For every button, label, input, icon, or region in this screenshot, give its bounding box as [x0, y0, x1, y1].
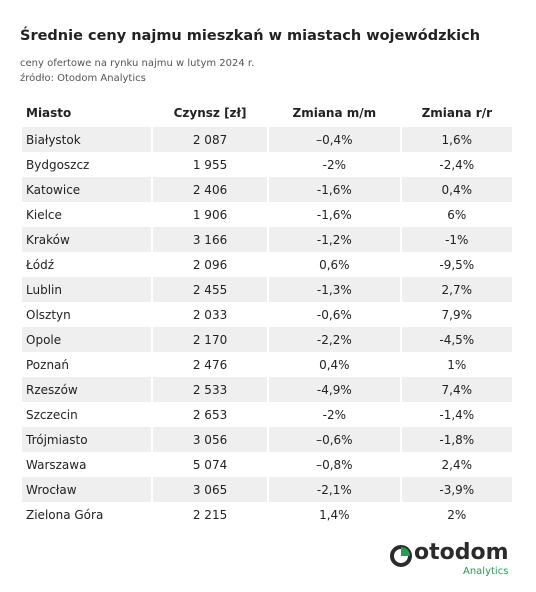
- table-cell: 2 087: [153, 127, 268, 152]
- table-row: Zielona Góra 2 215 1,4% 2%: [22, 502, 512, 527]
- table-row: Opole 2 170 -2,2% -4,5%: [22, 327, 512, 352]
- table-row: Kielce 1 906 -1,6% 6%: [22, 202, 512, 227]
- table-cell: –0,4%: [269, 127, 400, 152]
- table-cell: -2%: [322, 407, 347, 422]
- table-cell: Szczecin: [26, 407, 78, 422]
- table-cell: Warszawa: [26, 457, 87, 472]
- table-cell: 3 056: [153, 427, 268, 452]
- table-cell: -3,9%: [401, 477, 512, 502]
- table-cell: Wrocław: [22, 477, 151, 502]
- table-cell: 0,6%: [319, 257, 350, 272]
- table-row: Lublin 2 455 -1,3% 2,7%: [22, 277, 512, 302]
- table-cell: Kraków: [22, 227, 151, 252]
- table-cell: -1%: [401, 227, 512, 252]
- table-cell: -2,4%: [439, 157, 475, 172]
- table-cell: 2%: [447, 507, 467, 522]
- source: źródło: Otodom Analytics: [20, 73, 146, 84]
- table-cell: Opole: [22, 327, 151, 352]
- table-cell: -2%: [322, 157, 347, 172]
- table-cell: 2 455: [153, 277, 268, 302]
- table-row: Bydgoszcz 1 955 -2% -2,4%: [22, 152, 512, 177]
- table-cell: 6%: [447, 207, 467, 222]
- table-cell: Zielona Góra: [26, 507, 104, 522]
- table-cell: Białystok: [22, 127, 151, 152]
- table-cell: 2 476: [192, 357, 228, 372]
- table-cell: 1 955: [192, 157, 228, 172]
- table-row: Szczecin 2 653 -2% -1,4%: [22, 402, 512, 427]
- table-cell: -1,6%: [269, 177, 400, 202]
- table-row: Warszawa 5 074 –0,8% 2,4%: [22, 452, 512, 477]
- table-cell: 2 653: [192, 407, 228, 422]
- table-cell: 2,4%: [441, 457, 473, 472]
- table-row: Kraków 3 166 -1,2% -1%: [22, 227, 512, 252]
- table-row: Wrocław 3 065 -2,1% -3,9%: [22, 477, 512, 502]
- column-header: Miasto: [26, 106, 72, 120]
- column-header: Zmiana m/m: [292, 106, 377, 120]
- table-cell: -4,5%: [401, 327, 512, 352]
- table-row: Trójmiasto 3 056 –0,6% -1,8%: [22, 427, 512, 452]
- table-cell: Olsztyn: [26, 307, 71, 322]
- table-cell: 0,4%: [401, 177, 512, 202]
- table-cell: Bydgoszcz: [26, 157, 90, 172]
- table-cell: 5 074: [192, 457, 228, 472]
- table-cell: -1,8%: [401, 427, 512, 452]
- table-cell: 2 033: [192, 307, 228, 322]
- table-cell: -4,9%: [269, 377, 400, 402]
- table-row: Olsztyn 2 033 -0,6% 7,9%: [22, 302, 512, 327]
- table-cell: 2 096: [192, 257, 228, 272]
- table-cell: -1,3%: [269, 277, 400, 302]
- table-cell: -2,1%: [269, 477, 400, 502]
- table-cell: 0,4%: [319, 357, 350, 372]
- table-cell: -2,2%: [269, 327, 400, 352]
- table-cell: Kielce: [26, 207, 62, 222]
- table-cell: Lublin: [22, 277, 151, 302]
- table-row: Poznań 2 476 0,4% 1%: [22, 352, 512, 377]
- table-cell: 1,6%: [401, 127, 512, 152]
- table-cell: 1%: [447, 357, 467, 372]
- table-cell: Trójmiasto: [22, 427, 151, 452]
- table-cell: Rzeszów: [22, 377, 151, 402]
- table-row: Łódź 2 096 0,6% -9,5%: [22, 252, 512, 277]
- table-cell: -1,6%: [316, 207, 352, 222]
- table-row: Białystok 2 087 –0,4% 1,6%: [22, 127, 512, 152]
- table-cell: 7,4%: [401, 377, 512, 402]
- subtitle: ceny ofertowe na rynku najmu w lutym 202…: [20, 58, 255, 69]
- table-cell: 7,9%: [441, 307, 473, 322]
- column-header: Czynsz [zł]: [173, 106, 247, 120]
- table-cell: 2,7%: [401, 277, 512, 302]
- table-cell: Łódź: [26, 257, 55, 272]
- logo: otodom: [414, 540, 509, 565]
- table: Miasto Czynsz [zł] Zmiana m/m Zmiana r/r Bia…: [20, 99, 514, 527]
- table-cell: Katowice: [22, 177, 151, 202]
- table-cell: -9,5%: [439, 257, 475, 272]
- logo-tagline: Analytics: [463, 566, 509, 577]
- table-cell: –0,6%: [269, 427, 400, 452]
- table-cell: 2 215: [192, 507, 228, 522]
- table-cell: 2 170: [153, 327, 268, 352]
- column-header: Zmiana r/r: [421, 106, 493, 120]
- table-cell: -0,6%: [316, 307, 352, 322]
- table-row: Katowice 2 406 -1,6% 0,4%: [22, 177, 512, 202]
- table-cell: Poznań: [26, 357, 70, 372]
- table-cell: 3 065: [153, 477, 268, 502]
- table-cell: -1,2%: [269, 227, 400, 252]
- table-cell: –0,8%: [316, 457, 353, 472]
- table-cell: 1,4%: [319, 507, 350, 522]
- table-cell: 3 166: [153, 227, 268, 252]
- table-cell: 2 406: [153, 177, 268, 202]
- table-row: Rzeszów 2 533 -4,9% 7,4%: [22, 377, 512, 402]
- title: Średnie ceny najmu mieszkań w miastach w…: [20, 28, 481, 44]
- table-cell: -1,4%: [439, 407, 475, 422]
- table-cell: 1 906: [192, 207, 228, 222]
- table-cell: 2 533: [153, 377, 268, 402]
- logo-icon: [390, 545, 412, 567]
